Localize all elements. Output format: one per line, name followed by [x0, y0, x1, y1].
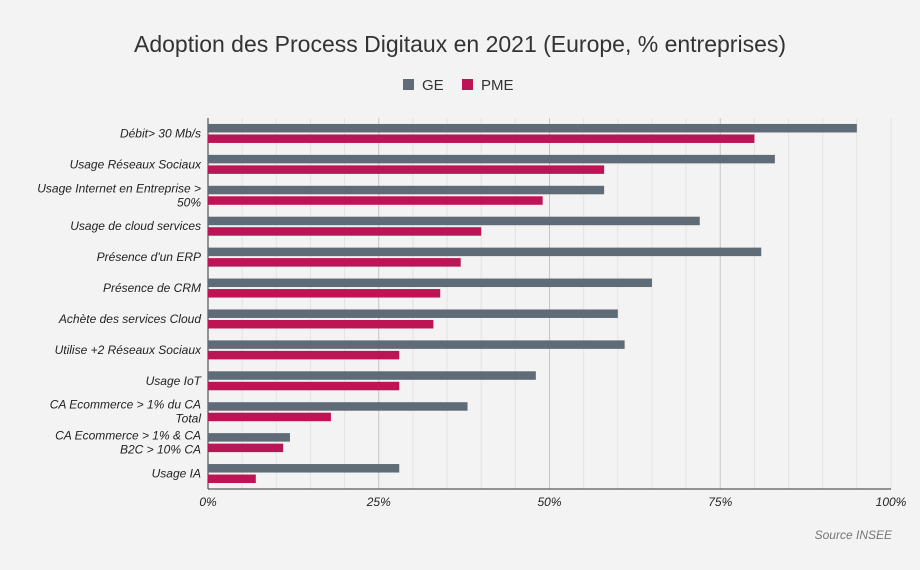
category-label: Usage IoT — [146, 374, 203, 388]
category-label: Usage IA — [152, 467, 201, 481]
gridlines — [207, 118, 892, 490]
category-label: Utilise +2 Réseaux Sociaux — [55, 343, 202, 357]
category-label-line: Utilise +2 Réseaux Sociaux — [55, 343, 202, 357]
bar-pme — [208, 258, 461, 267]
x-tick-label: 100% — [876, 495, 907, 509]
chart-title: Adoption des Process Digitaux en 2021 (E… — [134, 31, 786, 57]
bars — [208, 123, 857, 484]
category-labels: Débit> 30 Mb/s Usage Réseaux Sociaux Usage… — [37, 126, 202, 480]
tick-labels: 0% 25% 50% 75% 100% — [199, 495, 906, 509]
x-tick-label: 25% — [366, 495, 391, 509]
bar-pme — [208, 412, 331, 422]
bar-ge — [208, 402, 468, 411]
bar-pme — [208, 227, 482, 236]
bar-ge — [208, 278, 652, 288]
category-label-line: Achète des services Cloud — [58, 312, 201, 326]
bar-pme — [208, 289, 441, 298]
category-label: CA Ecommerce > 1% & CA B2C > 10% CA — [55, 429, 201, 457]
category-label-line: Total — [175, 412, 201, 426]
bar-pme — [208, 443, 284, 453]
category-label: Présence d'un ERP — [97, 250, 201, 264]
category-label-line: Usage Internet en Entreprise > — [37, 181, 201, 195]
category-label: Usage de cloud services — [70, 219, 201, 233]
bar-ge — [208, 309, 618, 318]
category-label-line: Usage Réseaux Sociaux — [70, 157, 202, 171]
bar-ge — [208, 154, 775, 164]
bar-ge — [208, 371, 536, 380]
category-label: Présence de CRM — [103, 281, 201, 295]
category-label: Usage Réseaux Sociaux — [70, 157, 202, 171]
bar-pme — [208, 350, 400, 360]
category-label: Usage Internet en Entreprise >50% — [37, 181, 201, 209]
category-label: CA Ecommerce > 1% du CA Total — [50, 398, 202, 426]
category-label-line: 50% — [177, 195, 201, 209]
x-tick-label: 50% — [537, 495, 561, 509]
x-tick-label: 0% — [199, 495, 217, 509]
category-label-line: CA Ecommerce > 1% & CA — [55, 429, 201, 443]
legend-swatch-pme — [462, 79, 473, 90]
x-tick-label: 75% — [708, 495, 732, 509]
bar-ge — [208, 464, 400, 473]
bar-ge — [208, 216, 700, 226]
bar-ge — [208, 433, 290, 442]
category-label-line: Présence d'un ERP — [97, 250, 201, 264]
category-label: Débit> 30 Mb/s — [120, 126, 201, 140]
bar-ge — [208, 247, 762, 257]
category-label-line: Usage IoT — [146, 374, 203, 388]
category-label-line: Présence de CRM — [103, 281, 201, 295]
bar-ge — [208, 340, 625, 349]
category-label-line: Débit> 30 Mb/s — [120, 126, 201, 140]
category-label: Achète des services Cloud — [58, 312, 201, 326]
legend-swatch-ge — [403, 79, 414, 90]
bar-pme — [208, 134, 755, 143]
bar-pme — [208, 319, 434, 329]
bar-pme — [208, 165, 605, 174]
legend-label-pme: PME — [481, 77, 514, 94]
legend-label-ge: GE — [422, 77, 444, 94]
bar-ge — [208, 123, 857, 133]
bar-ge — [208, 185, 605, 195]
source-note: Source INSEE — [815, 528, 893, 542]
bar-pme — [208, 196, 543, 205]
bar-pme — [208, 474, 256, 484]
legend: GE PME — [403, 77, 514, 94]
category-label-line: CA Ecommerce > 1% du CA — [50, 398, 201, 412]
category-label-line: Usage de cloud services — [70, 219, 201, 233]
category-label-line: B2C > 10% CA — [120, 443, 201, 457]
category-label-line: Usage IA — [152, 467, 201, 481]
bar-pme — [208, 381, 400, 391]
